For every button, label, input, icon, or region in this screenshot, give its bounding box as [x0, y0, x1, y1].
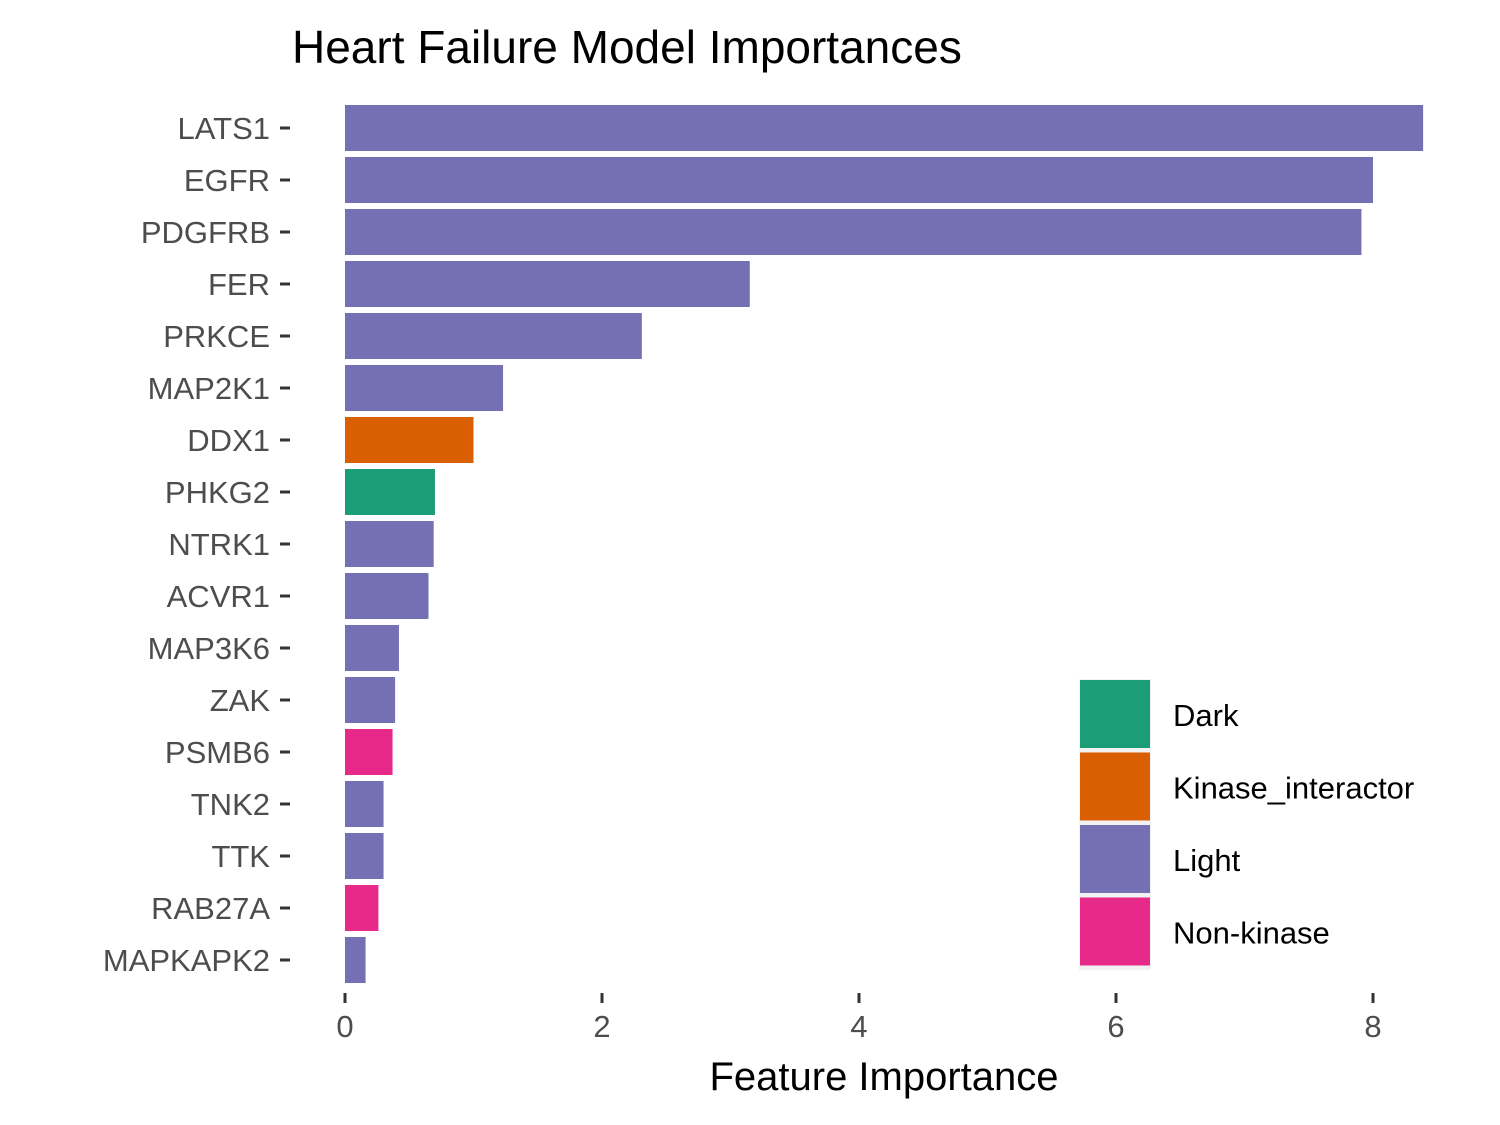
chart-title: Heart Failure Model Importances — [292, 21, 962, 73]
bar-rab27a — [345, 885, 379, 931]
bar-mapkapk2 — [345, 937, 366, 983]
legend-label-non-kinase: Non-kinase — [1173, 916, 1330, 951]
bar-prkce — [345, 313, 642, 359]
bar-phkg2 — [345, 469, 435, 515]
bar-pdgfrb — [345, 209, 1362, 255]
y-tick-label: PHKG2 — [165, 475, 270, 510]
y-tick-label: PSMB6 — [165, 735, 270, 770]
bar-map2k1 — [345, 365, 504, 411]
legend-label-kinase-interactor: Kinase_interactor — [1173, 771, 1414, 806]
x-tick-label: 2 — [593, 1009, 610, 1044]
bar-acvr1 — [345, 573, 429, 619]
legend: Dark Kinase_interactor Light Non-kinase — [1079, 679, 1414, 970]
y-tick-label: TNK2 — [191, 787, 270, 822]
legend-swatch-kinase-interactor — [1080, 752, 1150, 821]
y-tick-label: ZAK — [210, 683, 271, 718]
bar-ttk — [345, 833, 384, 879]
legend-label-light: Light — [1173, 843, 1241, 878]
x-axis: 0 2 4 6 8 — [336, 993, 1382, 1044]
bars-layer — [345, 105, 1424, 983]
y-tick-label: ACVR1 — [167, 579, 270, 614]
legend-label-dark: Dark — [1173, 698, 1239, 733]
y-tick-label: DDX1 — [187, 423, 270, 458]
y-tick-label: NTRK1 — [168, 527, 270, 562]
y-tick-label: PRKCE — [163, 319, 270, 354]
y-axis: LATS1 EGFR PDGFRB FER PRKCE MAP2K1 DDX1 PHKG2 NT… — [103, 111, 290, 978]
legend-swatch-non-kinase — [1080, 897, 1150, 966]
legend-swatch-light — [1080, 825, 1150, 893]
bar-tnk2 — [345, 781, 384, 827]
x-tick-label: 8 — [1364, 1009, 1381, 1044]
bar-egfr — [345, 157, 1373, 203]
bar-zak — [345, 677, 396, 723]
x-tick-label: 4 — [850, 1009, 867, 1044]
y-tick-label: MAP3K6 — [148, 631, 270, 666]
bar-psmb6 — [345, 729, 393, 775]
y-tick-label: EGFR — [184, 163, 270, 198]
x-tick-label: 6 — [1107, 1009, 1124, 1044]
bar-fer — [345, 261, 750, 307]
legend-swatch-dark — [1080, 680, 1150, 748]
y-tick-label: MAPKAPK2 — [103, 943, 270, 978]
bar-map3k6 — [345, 625, 399, 671]
x-tick-label: 0 — [336, 1009, 353, 1044]
y-tick-label: TTK — [211, 839, 270, 874]
y-tick-label: FER — [208, 267, 270, 302]
y-tick-label: PDGFRB — [141, 215, 270, 250]
y-tick-label: LATS1 — [178, 111, 270, 146]
bar-lats1 — [345, 105, 1424, 151]
bar-ddx1 — [345, 417, 474, 463]
y-tick-label: RAB27A — [151, 891, 270, 926]
bar-ntrk1 — [345, 521, 434, 567]
y-tick-label: MAP2K1 — [148, 371, 270, 406]
x-axis-title: Feature Importance — [709, 1055, 1058, 1099]
